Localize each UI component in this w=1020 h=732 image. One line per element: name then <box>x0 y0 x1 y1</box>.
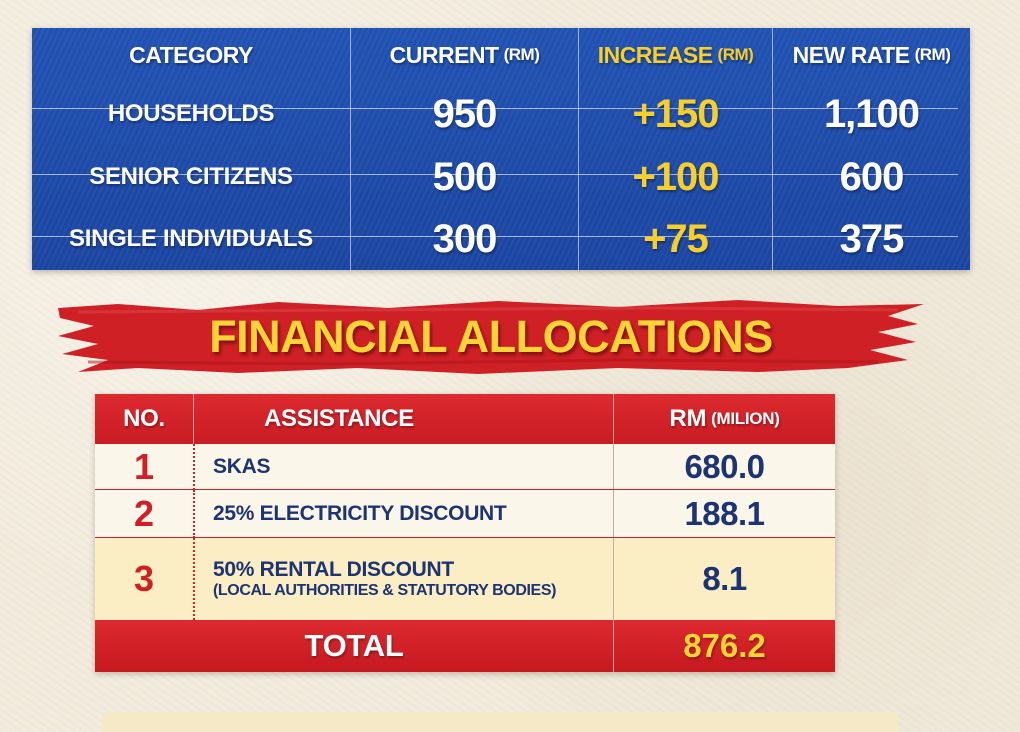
assistance-cell: SKAS <box>193 444 613 490</box>
bottom-panel <box>102 712 898 732</box>
row-divider <box>32 108 958 109</box>
current-cell: 950 <box>350 82 578 146</box>
increase-cell: +150 <box>578 82 772 146</box>
row-divider <box>32 236 958 237</box>
new-rate-cell: 375 <box>772 208 970 270</box>
allocations-header-row: NO. ASSISTANCE RM (MILION) <box>95 394 835 444</box>
assistance-title: 50% RENTAL DISCOUNT <box>213 557 454 581</box>
assistance-cell: 25% ELECTRICITY DISCOUNT <box>193 490 613 538</box>
category-cell: HOUSEHOLDS <box>107 100 275 127</box>
new-rate-cell: 1,100 <box>772 82 970 146</box>
brush-stroke-shape <box>58 300 924 374</box>
assistance-cell: 50% RENTAL DISCOUNT (LOCAL AUTHORITIES &… <box>193 538 613 620</box>
table-row: 1 SKAS 680.0 <box>95 444 835 490</box>
header-rm-unit: (MILION) <box>711 409 780 428</box>
header-new-rate-unit: (RM) <box>914 45 951 64</box>
table-row: 2 25% ELECTRICITY DISCOUNT 188.1 <box>95 490 835 538</box>
row-number: 1 <box>133 446 155 487</box>
category-cell: SENIOR CITIZENS <box>89 163 293 190</box>
total-row: TOTAL 876.2 <box>95 620 835 672</box>
header-no: NO. <box>123 405 165 432</box>
increase-cell: +100 <box>578 146 772 208</box>
rates-header-row: CATEGORY CURRENT (RM) INCREASE (RM) NEW … <box>32 28 970 82</box>
current-cell: 500 <box>350 146 578 208</box>
financial-allocations-banner: FINANCIAL ALLOCATIONS <box>58 298 924 376</box>
header-assistance: ASSISTANCE <box>193 394 613 444</box>
table-row: SENIOR CITIZENS 500 +100 600 <box>32 146 970 208</box>
total-label: TOTAL <box>304 628 404 663</box>
amount-cell: 188.1 <box>613 490 835 538</box>
rates-table: CATEGORY CURRENT (RM) INCREASE (RM) NEW … <box>32 28 970 270</box>
allocations-table: NO. ASSISTANCE RM (MILION) 1 SKAS 680.0 … <box>95 394 835 672</box>
table-row: 3 50% RENTAL DISCOUNT (LOCAL AUTHORITIES… <box>95 538 835 620</box>
banner-title: FINANCIAL ALLOCATIONS <box>209 311 773 362</box>
table-row: HOUSEHOLDS 950 +150 1,100 <box>32 82 970 146</box>
new-rate-cell: 600 <box>772 146 970 208</box>
header-increase: INCREASE (RM) <box>578 28 772 82</box>
row-number: 2 <box>133 493 155 534</box>
header-current: CURRENT (RM) <box>350 28 578 82</box>
assistance-note: (LOCAL AUTHORITIES & STATUTORY BODIES) <box>213 581 557 599</box>
header-increase-unit: (RM) <box>717 45 754 64</box>
total-amount: 876.2 <box>613 620 835 672</box>
current-cell: 300 <box>350 208 578 270</box>
increase-cell: +75 <box>578 208 772 270</box>
row-number: 3 <box>133 558 155 599</box>
header-category: CATEGORY <box>129 41 253 68</box>
header-rm: RM (MILION) <box>613 394 835 444</box>
amount-cell: 8.1 <box>613 538 835 620</box>
header-current-unit: (RM) <box>503 45 540 64</box>
header-new-rate: NEW RATE (RM) <box>772 28 970 82</box>
category-cell: SINGLE INDIVIDUALS <box>69 225 313 252</box>
table-row: SINGLE INDIVIDUALS 300 +75 375 <box>32 208 970 270</box>
amount-cell: 680.0 <box>613 444 835 490</box>
row-divider <box>32 174 958 175</box>
